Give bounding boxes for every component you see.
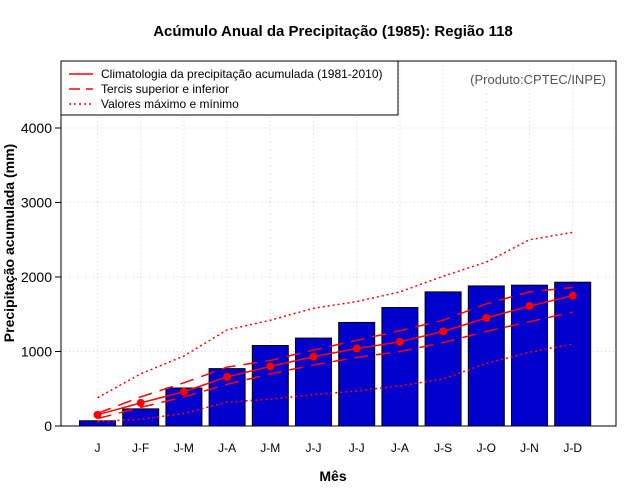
chart-title: Acúmulo Anual da Precipitação (1985): Re… (153, 23, 513, 40)
legend-box (60, 60, 399, 116)
bar (554, 281, 592, 427)
x-tick-label: J-N (520, 441, 539, 455)
x-tick-label: J-M (260, 441, 280, 455)
climatology-point (179, 387, 188, 396)
x-tick-label: J-A (218, 441, 236, 455)
x-axis-title: Mês (319, 468, 346, 484)
bar (79, 420, 116, 427)
x-tick-label: J-S (434, 441, 452, 455)
x-tick-label: J-J (306, 441, 322, 455)
climatology-line (97, 294, 573, 416)
legend-label: Tercis superior e inferior (101, 82, 229, 96)
y-axis: 0 1000 2000 3000 4000 (21, 120, 62, 434)
bar (251, 345, 289, 427)
tercile-line (97, 286, 573, 415)
y-tick-label: 0 (44, 418, 52, 434)
y-tick-label: 4000 (21, 120, 52, 136)
x-tick-label: J-O (477, 441, 496, 455)
legend-label: Valores máximo e mínimo (101, 97, 239, 111)
legend-label: Climatologia da precipitação acumulada (… (101, 67, 383, 81)
tercile-line (97, 311, 573, 420)
bar (295, 337, 332, 427)
climatology-point (352, 344, 361, 353)
x-tick-label: J-F (132, 441, 149, 455)
bar (424, 291, 462, 427)
bar (467, 285, 505, 427)
y-tick-label: 3000 (21, 195, 52, 211)
x-tick-label: J (95, 441, 101, 455)
y-tick-label: 2000 (21, 269, 52, 285)
climatology-point (482, 313, 491, 322)
credit-text: (Produto:CPTEC/INPE) (470, 72, 606, 87)
y-axis-title: Precipitação acumulada (mm) (1, 144, 17, 342)
climatology-point (395, 337, 404, 346)
climatology-point (309, 352, 318, 361)
climatology-point (136, 398, 145, 407)
climatology-point (266, 362, 275, 371)
x-tick-label: J-M (174, 441, 194, 455)
climatology-point (525, 302, 534, 311)
y-tick-label: 1000 (21, 344, 52, 360)
x-tick-label: J-J (349, 441, 365, 455)
bar (338, 321, 376, 427)
climatology-point (223, 372, 232, 381)
x-tick-label: J-D (563, 441, 582, 455)
x-axis: J J-F J-M J-A J-M J-J J-J J-A J-S J-O J-N J-D (95, 441, 583, 455)
line-series (93, 231, 577, 423)
bar (381, 307, 419, 427)
x-tick-label: J-A (391, 441, 409, 455)
climatology-point (568, 291, 577, 300)
bar-series (79, 281, 592, 427)
climatology-point (439, 327, 448, 336)
legend: Climatologia da precipitação acumulada (… (60, 60, 399, 116)
